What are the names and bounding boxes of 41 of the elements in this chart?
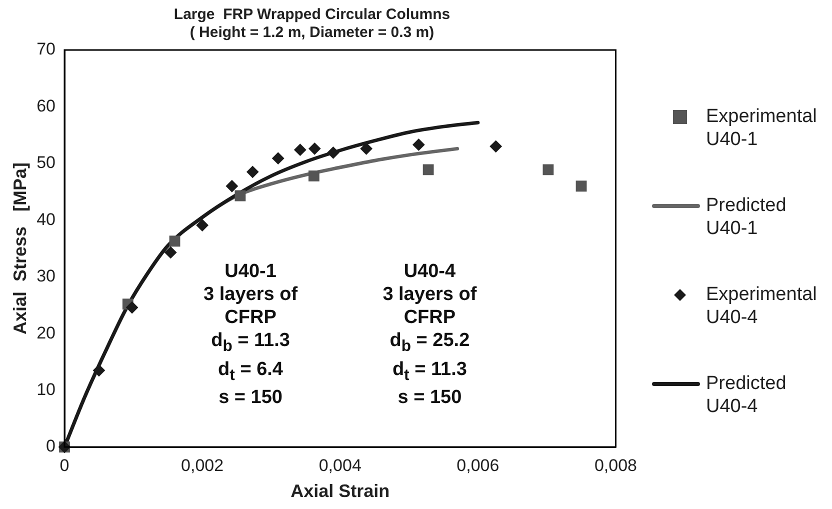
point (164, 246, 177, 258)
y-tick-label: 60 (36, 96, 56, 116)
y-tick-label: 0 (46, 436, 56, 456)
point (422, 164, 434, 176)
legend-label: Predicted U40-1 (706, 194, 788, 240)
x-tick-label: 0,006 (456, 456, 500, 475)
point (226, 180, 238, 192)
point (234, 190, 246, 202)
text: U40-1 3 layers of CFRP d$_{b}$ = 11.3 d$_{t}$ = 6.4 s = 150 (204, 260, 298, 408)
x-axis-title: Axial Strain (290, 481, 390, 502)
point (169, 236, 180, 247)
y-tick-label: 50 (36, 153, 56, 172)
point (272, 152, 284, 164)
point (360, 142, 372, 155)
point (542, 164, 554, 176)
point (246, 166, 259, 178)
y-tick-label: 40 (36, 210, 56, 229)
y-tick-label: 70 (36, 40, 56, 59)
x-tick-label: 0,008 (594, 456, 638, 475)
legend-label: Experimental U40-1 (706, 105, 818, 151)
point (327, 146, 340, 159)
chart-title: Large FRP Wrapped Circular Columns ( Height = 1.2 m, Diameter = 0.3 m) (174, 6, 450, 42)
y-tick-label: 20 (36, 323, 56, 342)
point (490, 140, 502, 152)
point (576, 180, 587, 192)
legend-label: Predicted U40-4 (706, 372, 788, 418)
point (196, 219, 208, 232)
y-tick-label: 30 (36, 266, 56, 286)
y-tick-label: 10 (36, 380, 56, 399)
text: U40-4 3 layers of CFRP d$_{b}$ = 25.2 d$_{t}$ = 11.3 s = 150 (382, 260, 477, 408)
legend-label: Experimental U40-4 (706, 283, 818, 329)
point (308, 170, 320, 182)
x-tick-label: 0,004 (318, 456, 362, 475)
point (92, 364, 105, 376)
point (126, 301, 138, 314)
x-tick-label: 0,002 (181, 456, 224, 475)
point (412, 138, 425, 151)
y-axis-title: Axial Stress [MPa] (10, 162, 30, 335)
x-tick-label: 0 (60, 456, 70, 475)
point (294, 144, 306, 156)
point (308, 142, 321, 155)
